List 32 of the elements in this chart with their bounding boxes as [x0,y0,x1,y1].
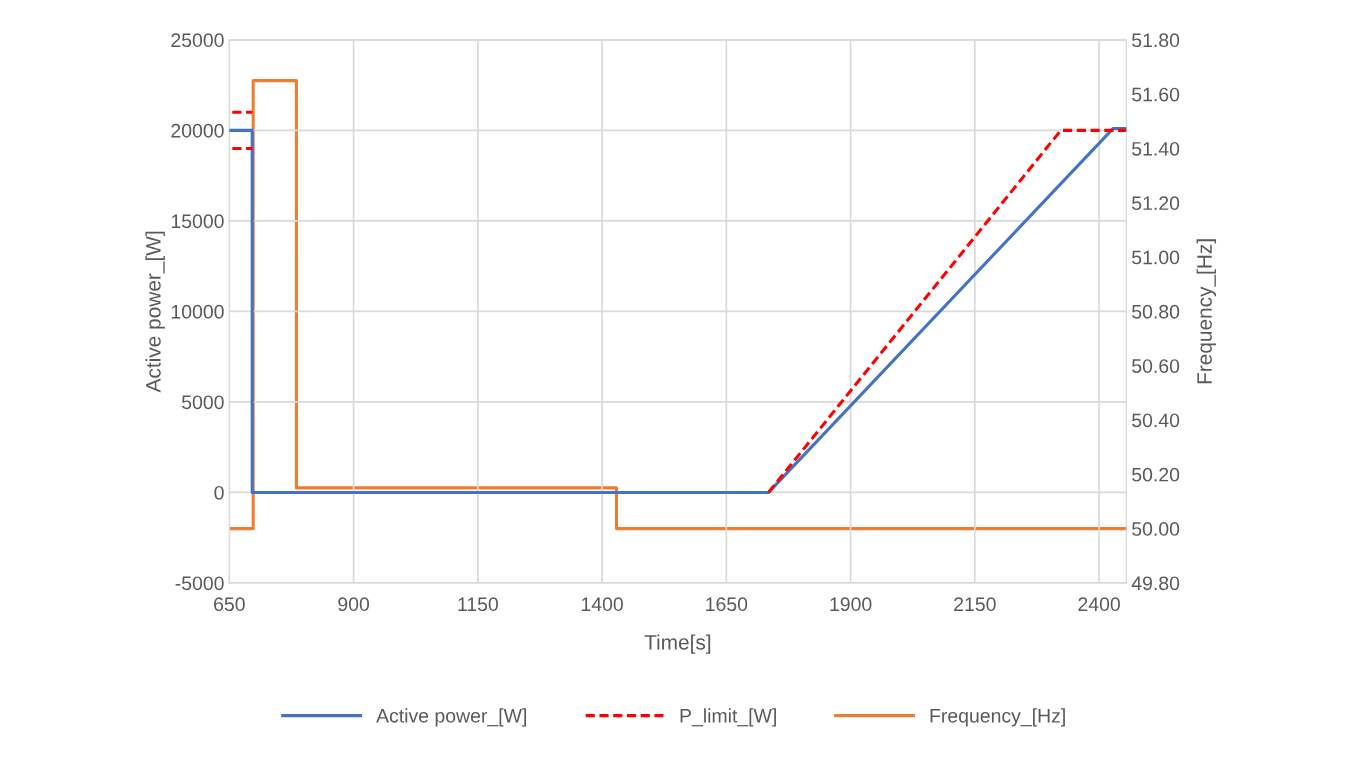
y-tick-label: 15000 [171,214,224,229]
x-tick-label: 1650 [706,597,748,612]
y-tick-label: 10000 [171,304,224,319]
x-tick-label: 2150 [954,597,996,612]
x-tick-label: 900 [338,597,370,612]
x-axis-title: Time[s] [644,634,711,654]
y-tick-label: 5000 [181,395,224,410]
x-tick-label: 1400 [581,597,623,612]
y-tick-label: 20000 [171,123,224,138]
y-axis-title: Active power_[W] [145,231,165,393]
y2-tick-label: 50.40 [1132,413,1180,428]
y2-tick-label: 50.80 [1132,304,1180,319]
x-tick-label: 2400 [1078,597,1120,612]
legend-label: P_limit_[W] [680,708,776,727]
y2-tick-label: 51.40 [1132,141,1180,156]
y2-tick-label: 50.20 [1132,467,1180,482]
legend-label: Active power_[W] [376,708,526,727]
y-tick-label: 0 [214,485,224,500]
y-tick-label: -5000 [175,576,224,591]
y2-tick-label: 50.00 [1132,522,1180,536]
y-tick-label: 25000 [171,33,224,48]
y2-tick-label: 51.20 [1132,196,1180,211]
y2-tick-label: 51.60 [1132,87,1180,102]
x-tick-label: 1150 [458,597,498,612]
x-tick-label: 650 [214,597,245,612]
y2-tick-label: 51.00 [1132,250,1180,265]
y2-tick-label: 49.80 [1131,576,1180,591]
y2-tick-label: 50.60 [1132,359,1180,373]
legend-label: Frequency_[Hz] [930,708,1065,727]
x-tick-label: 1900 [830,597,872,612]
y2-axis-title: Frequency_[Hz] [1196,239,1217,384]
y2-tick-label: 51.80 [1132,33,1180,48]
